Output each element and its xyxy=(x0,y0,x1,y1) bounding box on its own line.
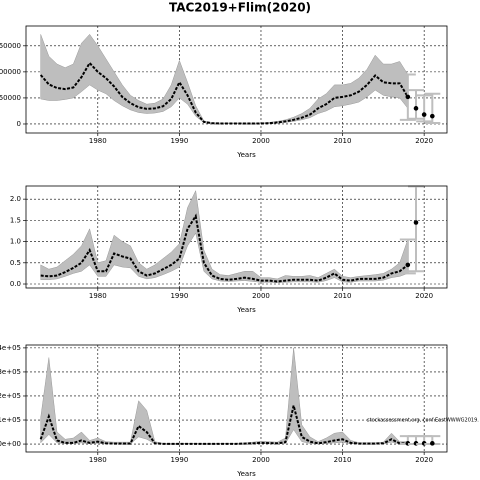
ci-band xyxy=(40,189,409,283)
y-tick-label: 2e+05 xyxy=(0,392,21,400)
projection-point xyxy=(413,106,419,111)
x-tick-label: 2000 xyxy=(252,292,270,300)
x-tick-label: 2000 xyxy=(252,456,270,464)
x-tick-label: 2020 xyxy=(415,137,433,145)
plot-frame xyxy=(25,25,448,134)
y-tick-label: 0.5 xyxy=(10,259,21,267)
x-tick-label: 2000 xyxy=(252,137,270,145)
x-tick-label: 2010 xyxy=(334,292,352,300)
annotation: stockassessment.org, conf:EastWWWG2019. xyxy=(367,418,479,424)
x-tick-label: 1980 xyxy=(89,292,107,300)
projection-point xyxy=(430,113,435,119)
y-tick-label: 1.5 xyxy=(10,216,21,224)
x-tick-label: 1980 xyxy=(89,137,107,145)
x-tick-label: 1990 xyxy=(170,456,188,464)
projection-point xyxy=(405,262,411,268)
y-tick-label: 50000 xyxy=(0,94,21,102)
y-tick-label: 2.0 xyxy=(10,195,21,203)
y-tick-label: 1.0 xyxy=(10,238,21,246)
x-tick-label: 2010 xyxy=(334,137,352,145)
projection-point xyxy=(421,112,427,117)
ci-band xyxy=(40,33,409,124)
y-tick-label: 0e+00 xyxy=(0,440,21,448)
plot-frame xyxy=(25,185,448,289)
y-tick-label: 4e+05 xyxy=(0,344,21,352)
projection-point xyxy=(413,220,419,225)
estimate-line xyxy=(39,405,408,445)
y-tick-label: 1e+05 xyxy=(0,416,21,424)
y-tick-label: 100000 xyxy=(0,68,21,76)
y-tick-label: 0.0 xyxy=(10,280,21,288)
x-tick-label: 1980 xyxy=(89,456,107,464)
plot-frame xyxy=(25,344,448,453)
x-tick-label: 1990 xyxy=(170,137,188,145)
projection-point xyxy=(430,441,435,446)
x-tick-label: 2020 xyxy=(415,456,433,464)
x-axis-label: Years xyxy=(236,470,256,478)
y-tick-label: 0 xyxy=(17,120,21,128)
x-axis-label: Years xyxy=(236,151,256,159)
x-tick-label: 1990 xyxy=(170,292,188,300)
y-tick-label: 150000 xyxy=(0,42,21,50)
estimate-line xyxy=(39,61,409,125)
chart-title: TAC2019+Flim(2020) xyxy=(169,1,311,15)
x-axis-label: Years xyxy=(236,306,256,314)
x-tick-label: 2010 xyxy=(334,456,352,464)
projection-point xyxy=(405,94,411,100)
x-tick-label: 2020 xyxy=(415,292,433,300)
y-tick-label: 3e+05 xyxy=(0,368,21,376)
estimate-line xyxy=(40,213,409,283)
